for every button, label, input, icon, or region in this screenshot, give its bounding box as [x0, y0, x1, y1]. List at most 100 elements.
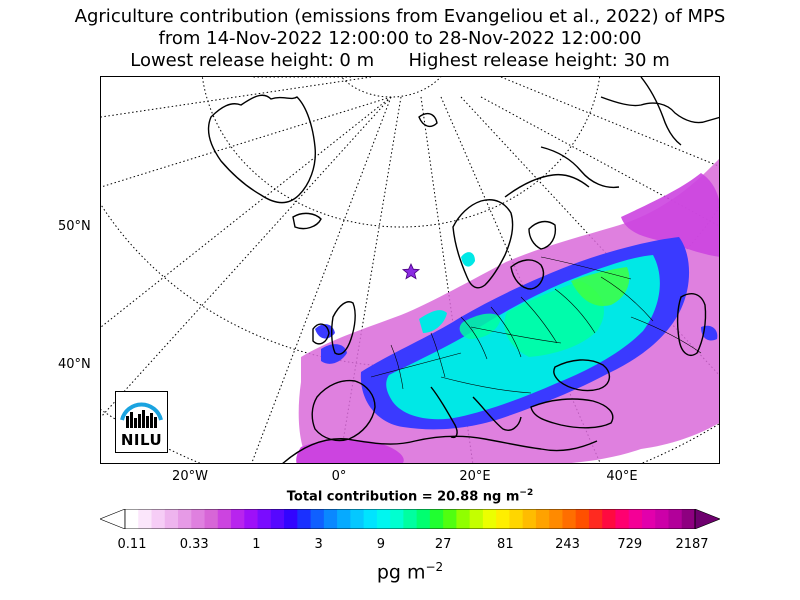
lon-label-0: 0°	[331, 469, 347, 484]
colorbar-cell	[496, 509, 511, 529]
plume-mid	[701, 325, 718, 341]
africa-coast	[282, 435, 598, 463]
border-line	[490, 306, 522, 358]
lat-label-50n: 50°N	[58, 219, 91, 234]
map-panel	[100, 76, 720, 464]
colorbar-cell	[257, 509, 272, 529]
colorbar-cell	[390, 509, 404, 529]
iceland-coast	[292, 212, 322, 230]
colorbar-cell	[204, 509, 219, 529]
finland-coast	[528, 220, 557, 250]
lon-label-20e: 20°E	[459, 469, 491, 484]
plume-mid	[315, 324, 335, 339]
novaya-zemlya-coast	[640, 77, 682, 146]
colorbar-tick-label: 9	[376, 537, 386, 552]
turkey-coast	[530, 398, 614, 429]
meridian-line	[500, 77, 719, 167]
colorbar-cells	[125, 509, 696, 529]
coastlines	[207, 77, 719, 463]
colorbar-tick-label: 0.11	[117, 537, 147, 552]
plume-high	[571, 267, 630, 306]
colorbar-cell	[562, 509, 577, 529]
meridian-line	[480, 96, 719, 227]
colorbar-cell	[681, 509, 696, 529]
meridian-line	[101, 77, 372, 118]
colorbar-cell	[469, 509, 484, 529]
border-line	[540, 256, 632, 280]
caspian-coast	[676, 293, 707, 357]
colorbar-cell	[164, 509, 179, 529]
total-contribution-exponent: −2	[519, 488, 534, 498]
baltic-coast	[510, 259, 545, 290]
colorbar-cell	[416, 509, 431, 529]
lon-label-20w: 20°W	[172, 469, 208, 484]
nilu-logo-icon	[120, 402, 163, 428]
colorbar-cell	[535, 509, 550, 529]
colorbar-cell	[363, 509, 378, 529]
colorbar-cell	[655, 509, 670, 529]
meridian-line	[251, 96, 392, 463]
colorbar-cell	[310, 509, 325, 529]
black-sea-coast	[553, 359, 610, 392]
colorbar-cell	[602, 509, 617, 529]
plume-mid	[321, 344, 347, 364]
plume-low	[621, 173, 719, 257]
colorbar-cell	[284, 509, 298, 529]
colorbar-cell	[575, 509, 590, 529]
total-contribution-label: Total contribution = 20.88 ng m−2	[0, 488, 800, 504]
border-line	[370, 352, 462, 378]
uk-coast	[330, 301, 356, 355]
colorbar-tick-label: 729	[617, 537, 643, 552]
colorbar-cell	[178, 509, 192, 529]
balkans-coast	[472, 396, 522, 431]
nilu-logo: NILU	[115, 391, 168, 453]
title-line-3: Lowest release height: 0 m Highest relea…	[130, 50, 670, 71]
lon-label-40e: 40°E	[606, 469, 638, 484]
plume-high	[459, 313, 501, 339]
ireland-coast	[312, 323, 330, 345]
border-line	[470, 326, 562, 344]
colorbar-cell	[429, 509, 444, 529]
border-line	[554, 288, 596, 334]
colorbar-cell	[138, 509, 153, 529]
colorbar-unit-text: pg m	[376, 561, 426, 584]
colorbar-over-triangle	[694, 509, 720, 529]
colorbar-unit-exponent: −2	[425, 560, 444, 574]
colorbar-cell	[482, 509, 497, 529]
colorbar-cell	[641, 509, 656, 529]
colorbar-cell	[270, 509, 285, 529]
title-line-2: from 14-Nov-2022 12:00:00 to 28-Nov-2022…	[158, 28, 642, 49]
border-line	[430, 332, 446, 378]
colorbar-cell	[151, 509, 166, 529]
colorbar-cell	[549, 509, 564, 529]
colorbar-tick-label: 3	[314, 537, 323, 552]
border-line	[390, 344, 404, 390]
iberia-coast	[311, 379, 376, 442]
arctic-russia-coast	[600, 96, 719, 124]
colorbar-cell	[337, 509, 351, 529]
total-contribution-text: Total contribution = 20.88 ng m	[286, 489, 520, 505]
border-line	[600, 276, 654, 322]
country-borders	[370, 256, 702, 394]
colorbar-cell	[668, 509, 683, 529]
concentration-field	[296, 159, 719, 463]
svalbard-coast	[418, 112, 438, 128]
colorbar-tick-label: 0.33	[179, 537, 209, 552]
colorbar-cell	[588, 509, 603, 529]
colorbar-cell	[456, 509, 471, 529]
nilu-logo-text: NILU	[120, 431, 163, 449]
scandinavia-north	[504, 173, 590, 198]
colorbar-tick-label: 1	[252, 537, 261, 552]
colorbar-cell	[350, 509, 365, 529]
title-line-1: Agriculture contribution (emissions from…	[74, 6, 726, 27]
meridian-line	[101, 96, 392, 188]
border-line	[440, 376, 532, 394]
colorbar-cell	[403, 509, 418, 529]
map-svg	[101, 77, 719, 463]
colorbar-cell	[443, 509, 457, 529]
meridian-line	[101, 96, 392, 328]
border-line	[520, 296, 558, 344]
plume-low	[296, 439, 404, 463]
colorbar-under-triangle	[100, 509, 126, 529]
border-line	[630, 316, 702, 354]
